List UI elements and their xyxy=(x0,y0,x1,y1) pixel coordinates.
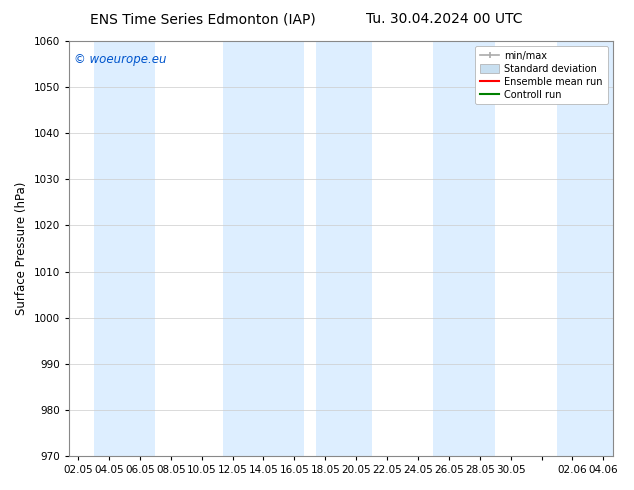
Y-axis label: Surface Pressure (hPa): Surface Pressure (hPa) xyxy=(15,182,28,315)
Text: Tu. 30.04.2024 00 UTC: Tu. 30.04.2024 00 UTC xyxy=(366,12,522,26)
Text: ENS Time Series Edmonton (IAP): ENS Time Series Edmonton (IAP) xyxy=(90,12,316,26)
Bar xyxy=(434,41,495,456)
Bar xyxy=(94,41,155,456)
Bar xyxy=(223,41,304,456)
Text: © woeurope.eu: © woeurope.eu xyxy=(74,53,167,67)
Bar xyxy=(316,41,372,456)
Bar xyxy=(557,41,612,456)
Legend: min/max, Standard deviation, Ensemble mean run, Controll run: min/max, Standard deviation, Ensemble me… xyxy=(475,46,608,104)
